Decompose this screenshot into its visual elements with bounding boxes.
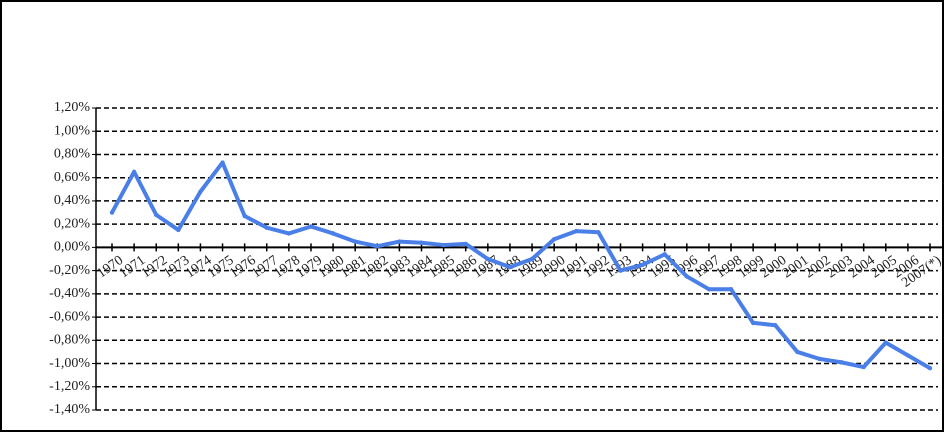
data-point: [242, 213, 247, 219]
data-point: [441, 242, 446, 248]
data-point: [176, 227, 181, 233]
data-point: [485, 256, 491, 262]
data-point: [529, 256, 535, 262]
data-point: [839, 360, 844, 365]
data-point: [728, 287, 734, 292]
data-point: [419, 240, 424, 245]
y-tick-label: 1,20%: [54, 100, 91, 115]
data-point: [131, 169, 137, 175]
data-point: [773, 323, 778, 328]
data-point: [375, 244, 380, 249]
y-tick-label: 0,60%: [54, 170, 91, 185]
data-point: [463, 241, 468, 247]
y-tick-label: 1,00%: [54, 123, 91, 138]
data-point: [352, 239, 358, 244]
data-point: [198, 189, 203, 194]
data-point: [308, 224, 314, 229]
y-tick-label: 0,40%: [54, 193, 91, 208]
data-point: [596, 230, 601, 235]
y-tick-label: -1,40%: [49, 402, 90, 417]
y-tick-label: 0,80%: [54, 147, 91, 162]
data-point: [861, 364, 866, 370]
data-point: [684, 274, 690, 279]
y-tick-label: 0,00%: [54, 240, 91, 255]
y-tick-label: 0,20%: [54, 216, 91, 231]
data-point: [662, 252, 667, 257]
data-point: [574, 228, 579, 234]
data-point: [750, 320, 756, 326]
data-point: [551, 237, 557, 242]
y-tick-label: -0,60%: [49, 309, 90, 324]
data-point: [397, 239, 402, 244]
data-point: [795, 349, 800, 355]
y-tick-label: -1,20%: [49, 379, 90, 394]
data-point: [618, 268, 623, 273]
data-point: [817, 356, 822, 362]
data-point: [905, 353, 911, 358]
data-point: [507, 264, 513, 270]
data-point: [264, 225, 269, 230]
data-point: [220, 160, 225, 165]
y-tick-label: -0,40%: [49, 286, 90, 301]
data-point: [706, 287, 712, 292]
data-point: [109, 210, 115, 215]
data-point: [927, 365, 933, 371]
y-tick-label: -0,20%: [49, 263, 90, 278]
data-point: [640, 262, 645, 268]
y-tick-label: -0,80%: [49, 333, 90, 348]
data-point: [154, 212, 159, 218]
data-point: [883, 340, 888, 345]
data-point: [286, 231, 292, 236]
data-point: [330, 231, 336, 236]
data-line: [110, 160, 932, 370]
y-tick-label: -1,00%: [49, 356, 90, 371]
